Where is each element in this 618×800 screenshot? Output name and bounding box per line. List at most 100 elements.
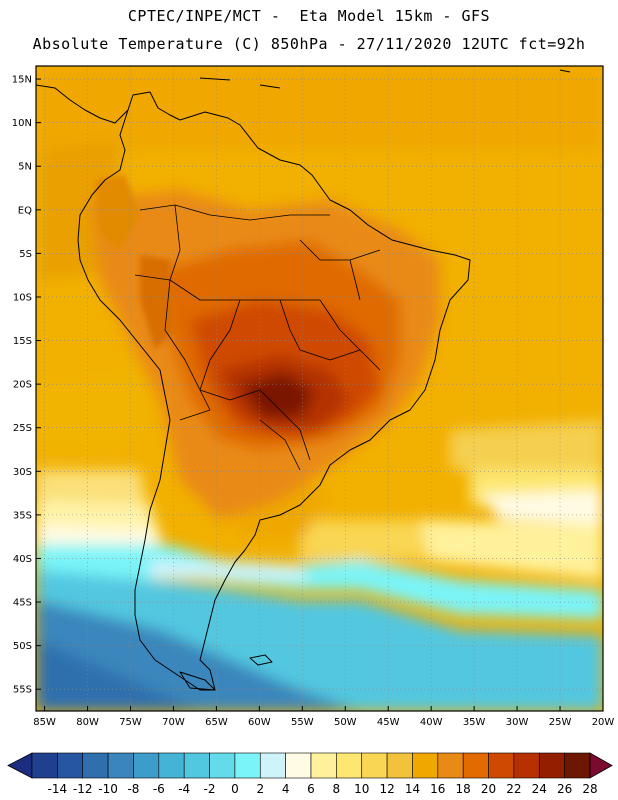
lat-label: 10N bbox=[12, 118, 32, 129]
colorbar-swatch bbox=[361, 752, 388, 779]
colorbar-tick-label: 2 bbox=[256, 782, 264, 796]
lon-label: 20W bbox=[592, 717, 615, 728]
lon-label: 80W bbox=[76, 717, 99, 728]
colorbar-swatch bbox=[310, 752, 337, 779]
latitude-labels: 15N 10N 5N EQ 5S 10S 15S 20S 25S 30S 35S 40S 45S 50S 5… bbox=[12, 75, 41, 696]
lat-label: 5S bbox=[19, 249, 32, 260]
colorbar-tick-label: -4 bbox=[178, 782, 190, 796]
map-title-line-1: CPTEC/INPE/MCT - Eta Model 15km - GFS bbox=[127, 7, 491, 25]
map-title-line-2: Absolute Temperature (C) 850hPa - 27/11/… bbox=[32, 35, 586, 53]
colorbar-tick-label: -10 bbox=[98, 782, 118, 796]
field-andes-peru bbox=[140, 255, 175, 350]
temperature-field bbox=[36, 66, 603, 711]
south-america-coastline bbox=[77, 91, 471, 691]
lat-label: 5N bbox=[18, 162, 32, 173]
colorbar-swatch bbox=[31, 752, 58, 779]
lon-label: 25W bbox=[549, 717, 572, 728]
field-atlantic-8 bbox=[420, 520, 603, 580]
colorbar-tick-label: 12 bbox=[379, 782, 394, 796]
colorbar-tick-label: 26 bbox=[557, 782, 572, 796]
longitude-labels: 85W 80W 75W 70W 65W 60W 55W 50W 45W 40W 35W 30W 25W 2… bbox=[33, 706, 614, 728]
colorbar-swatch bbox=[285, 752, 312, 779]
colorbar-swatch bbox=[564, 752, 591, 779]
lon-label: 70W bbox=[162, 717, 185, 728]
colorbar-swatch bbox=[488, 752, 515, 779]
field-band-minus10 bbox=[36, 640, 200, 711]
colorbar-tick-label: 20 bbox=[481, 782, 496, 796]
colorbar-tick-label: -12 bbox=[73, 782, 93, 796]
lat-label: 45S bbox=[13, 598, 32, 609]
coastlines bbox=[36, 69, 571, 691]
colorbar-swatch bbox=[412, 752, 439, 779]
lat-label: 55S bbox=[13, 685, 32, 696]
central-america bbox=[36, 84, 129, 124]
lon-label: 55W bbox=[291, 717, 314, 728]
colorbar-swatch bbox=[209, 752, 236, 779]
colorbar-tick-label: 8 bbox=[333, 782, 341, 796]
lon-label: 85W bbox=[33, 717, 56, 728]
colorbar-swatch bbox=[158, 752, 185, 779]
map-frame bbox=[35, 65, 604, 712]
colorbar-tick-label: 6 bbox=[307, 782, 315, 796]
graticule bbox=[36, 66, 603, 711]
colorbar-tick-label: -8 bbox=[127, 782, 139, 796]
colorbar-swatch bbox=[133, 752, 160, 779]
lat-label: 20S bbox=[13, 380, 32, 391]
colorbar-tick-label: 16 bbox=[430, 782, 445, 796]
lon-label: 65W bbox=[205, 717, 228, 728]
lat-label: 25S bbox=[13, 423, 32, 434]
lat-label: 35S bbox=[13, 510, 32, 521]
lat-label: 30S bbox=[13, 467, 32, 478]
colorbar-tick-label: -6 bbox=[153, 782, 165, 796]
lat-label: 15N bbox=[12, 75, 32, 86]
field-continent-28 bbox=[240, 372, 315, 418]
lat-label: 15S bbox=[13, 336, 32, 347]
colorbar-swatch bbox=[57, 752, 84, 779]
colorbar-swatch bbox=[82, 752, 109, 779]
field-caribbean-16 bbox=[36, 66, 603, 150]
colorbar-tick-label: 24 bbox=[532, 782, 547, 796]
colorbar-tick-label: -14 bbox=[48, 782, 68, 796]
country-borders bbox=[134, 204, 381, 471]
lon-label: 35W bbox=[463, 717, 486, 728]
colorbar-under-triangle bbox=[7, 752, 33, 779]
field-atlantic-14 bbox=[450, 420, 603, 475]
colorbar-tick-label: 0 bbox=[231, 782, 239, 796]
tierra-del-fuego bbox=[179, 671, 216, 691]
colorbar-swatch bbox=[386, 752, 413, 779]
colorbar-swatch bbox=[513, 752, 540, 779]
colorbar-tick-label: 4 bbox=[282, 782, 290, 796]
colorbar-swatch bbox=[538, 752, 565, 779]
lat-label: 40S bbox=[13, 554, 32, 565]
colorbar-swatch bbox=[259, 752, 286, 779]
colorbar-tick-label: 28 bbox=[582, 782, 597, 796]
caribbean-islands bbox=[199, 69, 571, 89]
field-argentina-coast-14 bbox=[300, 520, 430, 560]
colorbar-swatch bbox=[183, 752, 210, 779]
colorbar-swatch bbox=[107, 752, 134, 779]
colorbar-swatch bbox=[234, 752, 261, 779]
colorbar-swatch bbox=[336, 752, 363, 779]
lat-label: 10S bbox=[13, 292, 32, 303]
field-pacific-16 bbox=[36, 370, 150, 455]
lat-label: EQ bbox=[18, 205, 32, 216]
lon-label: 60W bbox=[248, 717, 271, 728]
colorbar-tick-label: 10 bbox=[354, 782, 369, 796]
lon-label: 45W bbox=[377, 717, 400, 728]
colorbar-swatch bbox=[437, 752, 464, 779]
colorbar-tick-label: 18 bbox=[456, 782, 471, 796]
field-andes-north bbox=[95, 175, 140, 250]
lon-label: 75W bbox=[119, 717, 142, 728]
colorbar-swatch bbox=[462, 752, 489, 779]
colorbar-tick-labels: -14 -12 -10 -8 -6 -4 -2 0 2 4 6 8 10 12 14 16 18 20 22 24 26… bbox=[48, 782, 598, 796]
lon-label: 50W bbox=[334, 717, 357, 728]
colorbar-over-triangle bbox=[589, 752, 613, 779]
lat-label: 50S bbox=[13, 641, 32, 652]
colorbar-tick-label: -2 bbox=[204, 782, 216, 796]
lon-label: 30W bbox=[506, 717, 529, 728]
lon-label: 40W bbox=[420, 717, 443, 728]
colorbar-tick-label: 22 bbox=[506, 782, 521, 796]
colorbar bbox=[7, 752, 613, 779]
colorbar-tick-label: 14 bbox=[405, 782, 420, 796]
